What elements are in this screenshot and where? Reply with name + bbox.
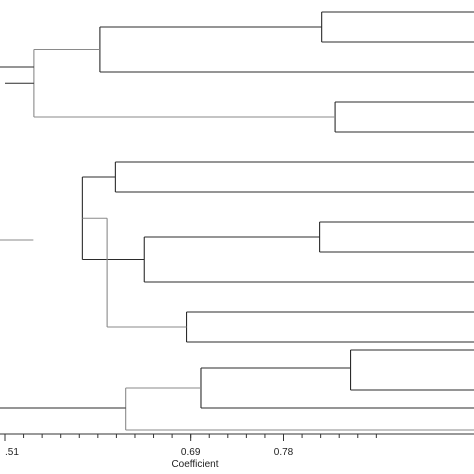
x-axis-title: Coefficient: [171, 459, 218, 470]
x-axis: .51 0.69 0.78 Coefficient: [0, 433, 474, 470]
x-axis-tick-labels: .51 0.69 0.78: [5, 447, 294, 458]
x-axis-tick-label: 0.78: [274, 447, 294, 458]
dendrogram-branches: [0, 11, 474, 431]
x-axis-tick-label: .51: [5, 447, 19, 458]
x-axis-tick-label: 0.69: [181, 447, 201, 458]
x-axis-ticks: [4, 434, 377, 441]
